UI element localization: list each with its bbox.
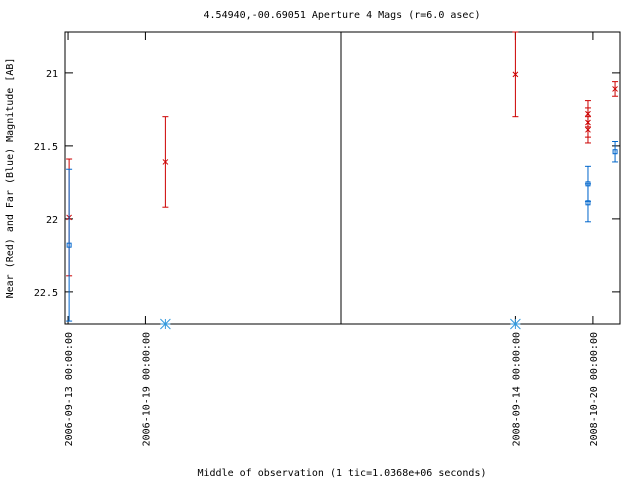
y-axis-label: Near (Red) and Far (Blue) Magnitude [AB] xyxy=(5,58,16,299)
x-tick-label: 2006-10-19 00:00:00 xyxy=(141,332,152,446)
y-tick-label: 22.5 xyxy=(34,288,58,299)
data-point xyxy=(612,149,618,155)
error-bar xyxy=(612,141,619,163)
chart-title: 4.54940,-00.69051 Aperture 4 Mags (r=6.0… xyxy=(204,10,481,21)
data-point xyxy=(512,71,519,78)
error-bar xyxy=(584,183,591,223)
upper-limit xyxy=(510,318,521,330)
data-point xyxy=(66,242,72,248)
data-point xyxy=(585,200,591,206)
y-tick-label: 21.5 xyxy=(34,142,58,153)
x-tick-label: 2006-09-13 00:00:00 xyxy=(64,332,75,446)
data-point xyxy=(612,86,618,92)
y-tick-label: 22 xyxy=(46,215,58,226)
data-point xyxy=(585,126,591,133)
upper-limit xyxy=(160,318,171,330)
error-bar xyxy=(66,168,73,322)
plot-frame xyxy=(64,31,621,325)
y-tick-label: 21 xyxy=(46,69,58,80)
data-point xyxy=(162,159,169,165)
x-tick-label: 2008-10-20 00:00:00 xyxy=(589,332,600,446)
x-tick-label: 2008-09-14 00:00:00 xyxy=(511,332,522,446)
x-axis-label: Middle of observation (1 tic=1.0368e+06 … xyxy=(198,468,487,479)
